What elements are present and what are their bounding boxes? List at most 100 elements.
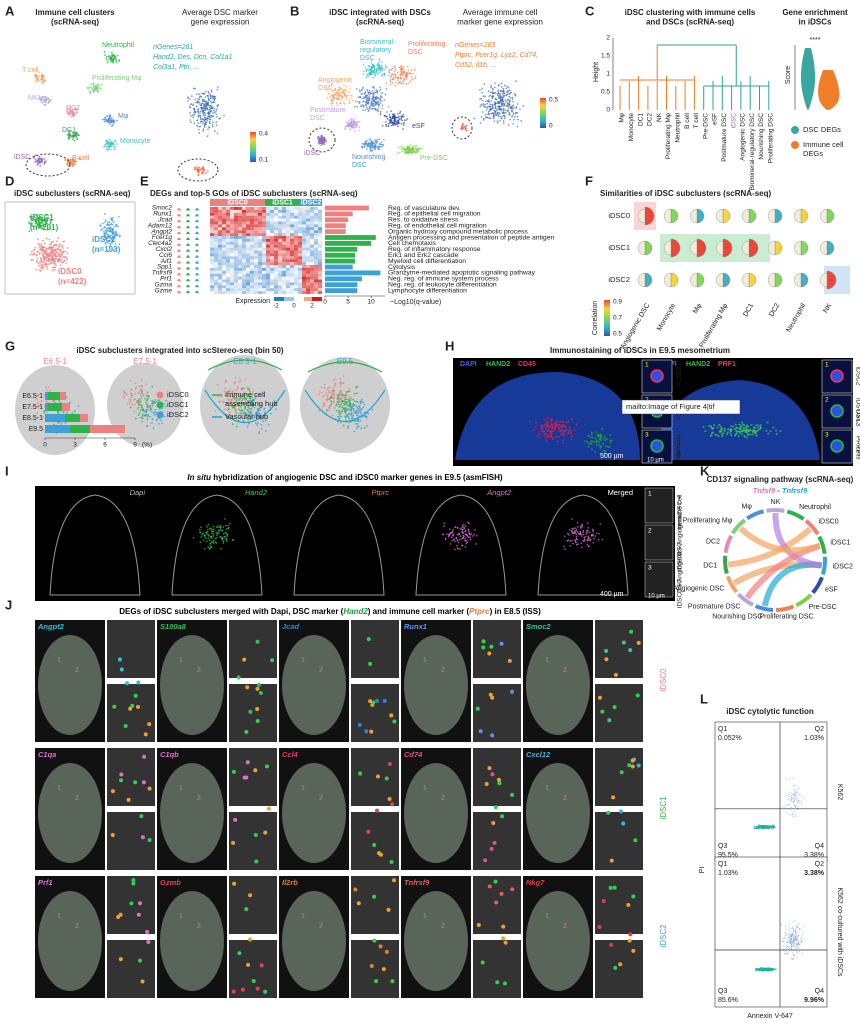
cell-dot (390, 110, 392, 113)
cell-dot (321, 395, 324, 398)
heat-cell (262, 265, 266, 268)
heat-cell (258, 267, 262, 271)
heat-cell (238, 218, 242, 222)
cluster-label: DC2 (66, 105, 80, 112)
cell-dot (189, 119, 191, 121)
heat-cell (298, 285, 302, 289)
annotation: nGenes=263 (455, 42, 495, 49)
bar (325, 205, 369, 211)
heat-cell (290, 276, 294, 280)
heat-cell (278, 221, 282, 225)
heat-cell (314, 285, 318, 289)
panel-letter: K (700, 463, 710, 478)
heat-cell (306, 212, 310, 216)
cell-dot (550, 432, 553, 435)
heat-cell (222, 230, 226, 234)
cell-dot (112, 145, 115, 148)
cell-dot (110, 231, 112, 233)
heat-cell (226, 236, 230, 239)
cell-dot (108, 123, 111, 126)
cell-dot (333, 89, 335, 92)
heat-cell (238, 267, 242, 271)
heat-cell (278, 213, 282, 216)
panel-letter: H (445, 338, 454, 353)
cell-dot (69, 158, 72, 161)
cell-dot (344, 394, 347, 397)
cell-dot (154, 401, 157, 404)
heat-cell (294, 285, 298, 289)
cell-dot (409, 143, 412, 146)
heat-cell (306, 236, 310, 239)
cell-dot (377, 62, 379, 65)
heat-cell (274, 256, 278, 260)
cell-dot (319, 138, 322, 141)
heat-cell (310, 207, 314, 210)
heat-cell (230, 218, 234, 222)
cell-dot (373, 69, 376, 71)
cell-dot (379, 110, 382, 113)
cell-dot (216, 115, 218, 118)
cell-dot (365, 103, 367, 105)
cell-dot (366, 73, 368, 76)
cell-dot (205, 172, 208, 175)
heat-cell (298, 238, 302, 242)
heat-cell (218, 227, 222, 231)
heat-cell (246, 224, 250, 228)
cell-dot (334, 89, 337, 92)
panel-title: Similarities of iDSC subclusters (scRNA-… (600, 189, 771, 198)
cell-dot (328, 386, 331, 389)
cell-dot (46, 250, 49, 253)
cell-dot (506, 109, 508, 112)
heat-cell (262, 259, 266, 263)
heat-cell (318, 236, 322, 239)
cell-dot (508, 113, 510, 116)
cell-dot (378, 104, 380, 106)
cell-dot (48, 238, 51, 241)
cell-dot (58, 257, 61, 260)
cell-dot (509, 118, 511, 121)
cell-dot (348, 98, 351, 101)
cell-dot (741, 423, 744, 426)
heat-cell (254, 276, 258, 280)
cell-dot (343, 95, 346, 97)
cell-dot (379, 142, 381, 145)
cell-dot (328, 405, 331, 408)
heat-cell (242, 250, 246, 254)
cell-dot (76, 108, 79, 111)
heat-cell (290, 233, 294, 236)
cell-dot (41, 159, 44, 162)
cell-dot (207, 101, 209, 104)
cell-dot (38, 158, 41, 161)
cell-dot (68, 137, 71, 140)
cell-dot (396, 71, 399, 74)
heat-cell (226, 238, 230, 242)
cell-dot (590, 442, 593, 445)
cell-dot (497, 105, 500, 108)
cell-dot (338, 409, 341, 412)
cell-dot (385, 66, 387, 69)
heat-cell (298, 250, 302, 254)
cell-dot (385, 82, 388, 85)
cell-dot (388, 74, 390, 77)
cell-dot (704, 429, 707, 432)
heat-cell (290, 212, 294, 216)
cell-dot (207, 97, 210, 99)
cell-dot (205, 123, 207, 126)
cell-dot (145, 409, 148, 412)
heat-cell (258, 233, 262, 236)
cell-dot (373, 66, 376, 69)
bar-segment (45, 403, 48, 411)
heat-cell (298, 276, 302, 280)
cell-dot (147, 398, 149, 400)
heat-cell (274, 247, 278, 251)
heat-cell (274, 215, 278, 219)
heat-cell (278, 236, 282, 239)
cell-dot (512, 114, 514, 116)
panel-letter: B (290, 3, 299, 18)
heat-cell (238, 221, 242, 225)
cell-dot (40, 251, 43, 254)
cell-dot (52, 251, 54, 254)
heat-cell (306, 276, 310, 280)
heat-cell (266, 253, 270, 257)
panel-title: (scRNA-seq) (51, 18, 99, 27)
